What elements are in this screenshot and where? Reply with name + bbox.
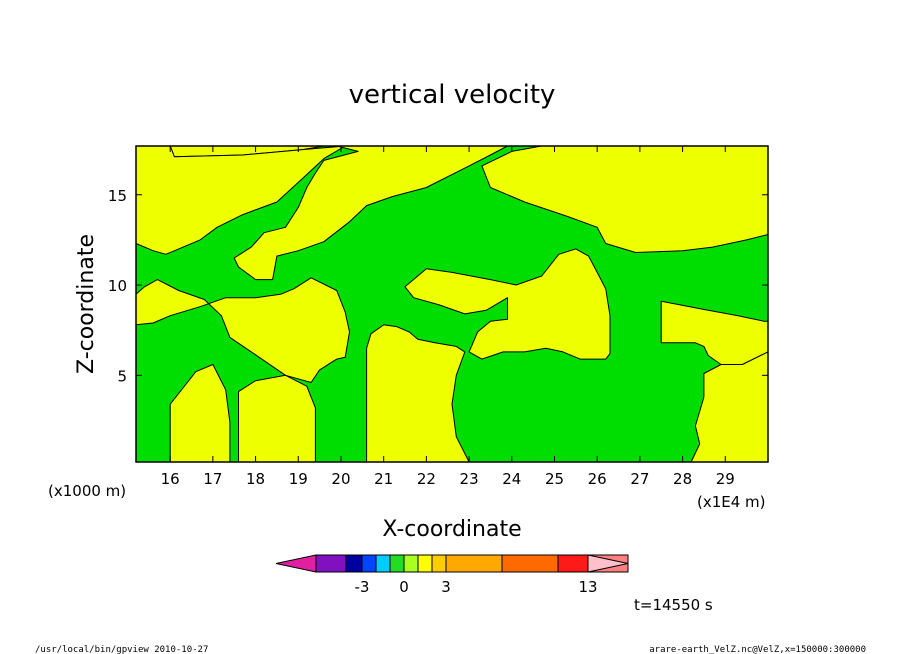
positive-region-center-bottom: [366, 324, 470, 463]
x-tick-label: 17: [203, 470, 222, 488]
colorbar-swatch: [501, 554, 559, 573]
footer-left: /usr/local/bin/gpview 2010-10-27: [35, 645, 208, 654]
colorbar-swatch: [375, 554, 391, 573]
plot-frame: [135, 145, 769, 463]
contour-regions: [135, 145, 769, 463]
x-tick-label: 18: [246, 470, 265, 488]
colorbar-max-arrow: [587, 554, 629, 573]
colorbar-min-arrow: [275, 554, 317, 573]
x-axis-ticks: 16 17 18 19 20 21 22 23 24 25 26 27 28 29: [161, 146, 735, 488]
y-tick-label: 15: [108, 187, 127, 205]
x-tick-label: 23: [460, 470, 479, 488]
x-unit-label: (x1E4 m): [697, 493, 766, 511]
x-tick-label: 26: [588, 470, 607, 488]
colorbar-swatch: [403, 554, 419, 573]
x-tick-label: 20: [331, 470, 350, 488]
x-tick-label: 22: [417, 470, 436, 488]
colorbar-tick-label: 3: [441, 578, 451, 596]
y-unit-label: (x1000 m): [48, 482, 126, 500]
y-tick-label: 10: [108, 277, 127, 295]
colorbar: [275, 554, 629, 573]
colorbar-tick-label: -3: [355, 578, 370, 596]
x-tick-label: 19: [289, 470, 308, 488]
positive-region-left-middle: [135, 277, 350, 383]
plot-area: 16 17 18 19 20 21 22 23 24 25 26 27 28 29 5 10 15: [108, 145, 769, 488]
time-label: t=14550 s: [634, 596, 713, 614]
x-tick-label: 29: [716, 470, 735, 488]
colorbar-swatch: [417, 554, 433, 573]
footer-right: arare-earth_VelZ.nc@VelZ,x=150000:300000: [649, 645, 866, 654]
colorbar-swatch: [315, 554, 347, 573]
colorbar-swatch: [431, 554, 447, 573]
positive-region-middle-right: [404, 248, 611, 360]
colorbar-tick-labels: -3 0 3 13: [355, 578, 598, 596]
positive-region-left-upper-band: [135, 145, 346, 255]
x-tick-label: 28: [673, 470, 692, 488]
positive-region-upper-right: [481, 145, 769, 253]
positive-region-left-bottom-1: [169, 364, 231, 463]
y-axis-label: Z-coordinate: [74, 234, 99, 374]
colorbar-swatch: [445, 554, 503, 573]
x-tick-label: 24: [502, 470, 521, 488]
colorbar-tick-label: 13: [578, 578, 597, 596]
y-axis-ticks: 5 10 15: [108, 187, 768, 385]
colorbar-swatch: [389, 554, 405, 573]
x-tick-label: 25: [545, 470, 564, 488]
x-tick-label: 21: [374, 470, 393, 488]
x-tick-label: 16: [161, 470, 180, 488]
x-axis-label: X-coordinate: [382, 517, 521, 542]
y-tick-label: 5: [117, 367, 127, 385]
colorbar-swatch: [361, 554, 377, 573]
colorbar-tick-label: 0: [399, 578, 409, 596]
colorbar-swatch: [557, 554, 589, 573]
x-tick-label: 27: [630, 470, 649, 488]
chart-title: vertical velocity: [349, 80, 556, 110]
colorbar-swatch: [345, 554, 363, 573]
positive-region-left-bottom-2: [238, 374, 316, 463]
